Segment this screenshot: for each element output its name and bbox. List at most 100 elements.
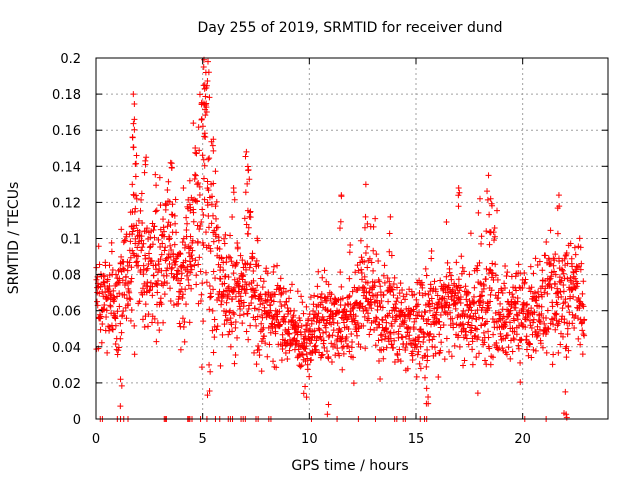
data-point (154, 282, 161, 289)
data-point (189, 237, 196, 244)
data-point (373, 315, 380, 322)
data-point (104, 349, 111, 356)
data-point (214, 224, 221, 231)
data-point (545, 325, 552, 332)
data-point (470, 293, 477, 300)
data-point (361, 259, 368, 266)
data-point (386, 278, 393, 285)
data-point (345, 294, 352, 301)
data-point (199, 206, 206, 213)
data-point (258, 295, 265, 302)
data-point (139, 220, 146, 227)
data-point (545, 326, 552, 333)
data-point (413, 296, 420, 303)
data-point (273, 364, 280, 371)
data-point (560, 270, 567, 277)
data-point (422, 309, 429, 316)
data-point (186, 177, 193, 184)
data-point (164, 280, 171, 287)
data-point (426, 303, 433, 310)
data-point (506, 311, 513, 318)
data-point (129, 181, 136, 188)
data-point (247, 214, 254, 221)
data-point (139, 316, 146, 323)
data-point (554, 230, 561, 237)
data-point (534, 262, 541, 269)
data-point (264, 353, 271, 360)
data-point (208, 293, 215, 300)
data-point (497, 311, 504, 318)
data-point (486, 345, 493, 352)
data-point (406, 311, 413, 318)
data-point (536, 258, 543, 265)
data-point (445, 282, 452, 289)
data-point (229, 213, 236, 220)
data-point (128, 264, 135, 271)
data-point (314, 293, 321, 300)
data-point (372, 342, 379, 349)
data-point (259, 284, 266, 291)
data-point (168, 160, 175, 167)
data-point (339, 295, 346, 302)
data-point (533, 297, 540, 304)
data-point (409, 348, 416, 355)
data-point (375, 258, 382, 265)
data-point (188, 252, 195, 259)
data-point (258, 320, 265, 327)
data-point (499, 345, 506, 352)
data-point (460, 325, 467, 332)
data-point (563, 343, 570, 350)
data-point (423, 385, 430, 392)
data-point (206, 283, 213, 290)
data-point (106, 282, 113, 289)
data-point (290, 336, 297, 343)
data-point (267, 307, 274, 314)
data-point (546, 261, 553, 268)
data-point (131, 351, 138, 358)
data-point (283, 298, 290, 305)
data-point (302, 383, 309, 390)
x-axis-title: GPS time / hours (291, 458, 408, 474)
data-point (512, 273, 519, 280)
data-point (247, 261, 254, 268)
data-point (441, 308, 448, 315)
data-point (298, 293, 305, 300)
x-tick-label: 10 (301, 432, 318, 447)
data-point (200, 318, 207, 325)
data-point (385, 298, 392, 305)
data-point (351, 319, 358, 326)
data-point (116, 290, 123, 297)
data-point (281, 301, 288, 308)
data-point (132, 205, 139, 212)
data-point (324, 307, 331, 314)
data-point (212, 168, 219, 175)
data-point (287, 287, 294, 294)
data-point (478, 240, 485, 247)
data-point (368, 305, 375, 312)
data-point (446, 302, 453, 309)
data-point (278, 303, 285, 310)
data-point (103, 307, 110, 314)
data-point (380, 346, 387, 353)
data-point (377, 375, 384, 382)
data-point (258, 338, 265, 345)
data-point (386, 248, 393, 255)
data-point (217, 264, 224, 271)
data-point (489, 270, 496, 277)
data-point (243, 328, 250, 335)
data-point (216, 246, 223, 253)
data-point (231, 311, 238, 318)
data-point (522, 276, 529, 283)
data-point (389, 286, 396, 293)
data-point (221, 321, 228, 328)
data-point (533, 333, 540, 340)
data-point (246, 176, 253, 183)
data-point (213, 326, 220, 333)
data-point (443, 299, 450, 306)
data-point (218, 255, 225, 262)
data-point (223, 308, 230, 315)
data-point (152, 262, 159, 269)
data-point (196, 254, 203, 261)
data-point (478, 233, 485, 240)
data-point (290, 312, 297, 319)
